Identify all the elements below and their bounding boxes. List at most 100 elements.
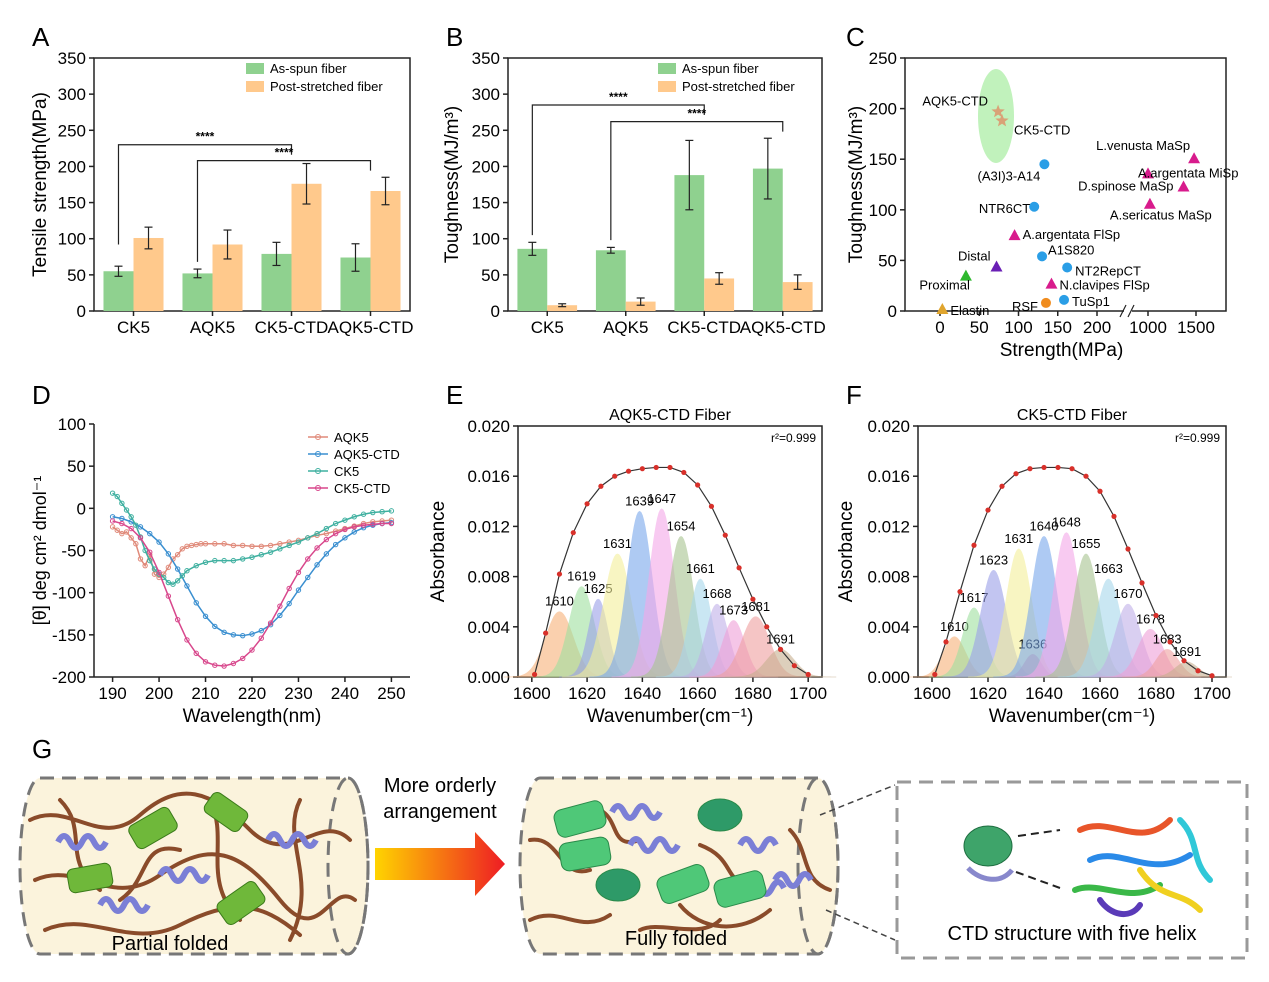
chart-f-fit-point [1195,668,1201,674]
chart-c-ytick-label: 0 [888,302,897,321]
chart-b-xtick-label: AQK5 [603,318,648,337]
chart-d-series-point [128,525,134,532]
chart-e-xtick-label: 1660 [679,684,717,703]
plot-frame [93,57,411,312]
chart-e-fit-point [791,663,797,669]
chart-f-fit-point [1097,488,1103,494]
chart-d-xtick-label: 200 [145,684,173,703]
chart-e-fit-point [543,630,549,636]
panel-label-a: A [32,22,50,52]
chart-b-ytick-label: 300 [472,85,500,104]
cylinder-partial: Partial folded [18,776,370,956]
chart-c-point-label: Elastin [950,303,989,318]
chart-e-peak-label: 1661 [686,561,715,576]
chart-d-series-point [202,559,209,566]
chart-d-series-point [258,543,264,549]
chart-d-series-point [323,530,330,537]
chart-d-series-point [142,547,148,554]
chart-d-xtick-label: 240 [331,684,359,703]
chart-d-series-line [112,516,392,637]
chart-f-xtick-label: 1680 [1137,684,1175,703]
chart-d-series-point [351,529,357,535]
diagram-g: Partial folded More orderly arrangement [18,775,1249,960]
chart-d-series-point [332,541,339,548]
chart-c-xlabel: Strength(MPa) [1000,340,1124,361]
chart-d-series-point [240,632,246,639]
chart-a-ytick-label: 250 [58,121,86,140]
chart-d-xtick-label: 230 [284,684,312,703]
chart-c-point [1039,159,1050,170]
chart-d-series-point [212,662,218,668]
chart-f-fit-point [1083,473,1089,479]
chart-d-series-point [240,655,246,662]
chart-d-series-point [119,520,125,527]
chart-a-sig-label: **** [196,130,215,144]
chart-d-series-point [193,650,199,657]
chart-b-ytick-label: 150 [472,194,500,213]
chart-d-series-point [314,545,320,551]
chart-a-ytick-label: 50 [67,266,86,285]
chart-e-xtick-label: 1680 [734,684,772,703]
chart-b-bar [517,248,548,311]
chart-d-ytick-label: -200 [52,668,86,687]
chart-d-series-point [277,546,283,552]
chart-c-xtick-label: 150 [1044,318,1072,337]
chart-c-point [1008,229,1021,241]
chart-d-series-point [119,530,125,537]
chart-b-sig-label: **** [609,90,628,104]
chart-c-xtick-label: 1500 [1177,318,1215,337]
chart-c-ytick-label: 200 [869,100,897,119]
chart-f-fit-point [1139,580,1145,586]
chart-e-fit-point [639,466,645,472]
chart-f-xtick-label: 1700 [1193,684,1231,703]
chart-c-point [1059,294,1070,305]
chart-d-series-point [277,612,283,619]
chart-d-series-point [165,593,172,599]
chart-d-series-point [119,515,125,522]
chart-e-ytick-label: 0.016 [467,467,510,486]
chart-b: 0 50 100 150 200 250 300 350 Toughness(MJ/m³) CK5… [442,49,826,337]
chart-d-series-point [221,663,227,669]
arrow-label-line1: More orderly [384,775,496,797]
chart-c-axis-break-mark [1119,304,1127,318]
chart-a-ytick-label: 300 [58,85,86,104]
chart-d-series-point [267,549,274,555]
chart-d-series-point [137,524,144,530]
chart-d-series-point [184,583,190,589]
chart-f-peak-label: 1648 [1052,515,1081,530]
chart-d-series-point [123,507,130,513]
chart-e-fit-point [531,671,538,678]
chart-d-ylabel: [θ] deg cm² dmol⁻¹ [30,476,50,626]
chart-d-series-point [258,627,264,634]
chart-a-legend-label: As-spun fiber [270,61,347,76]
chart-d-series-point [109,518,116,524]
chart-d-series-point [249,543,255,549]
chart-d-series-point [212,623,218,630]
chart-a-legend-label: Post-stretched fiber [270,79,383,94]
chart-d-series-point [258,635,264,641]
chart-d-series-point [174,578,181,584]
chart-f-fit-point [943,639,949,645]
chart-d-series-point [277,603,283,609]
chart-b-legend-label: Post-stretched fiber [682,79,795,94]
chart-d-series-point [314,562,320,568]
chart-d-series-point [147,557,153,564]
chart-a-bar [103,271,134,311]
chart-d-series-point [370,521,376,528]
chart-e-xtick-label: 1640 [623,684,661,703]
chart-d-series-point [351,524,357,530]
chart-d-series-point [109,524,116,530]
chart-d-series-point [170,581,176,587]
chart-e: 0.000 0.004 0.008 0.012 0.016 0.020 1600 1620 16… [428,407,837,727]
chart-d-series-point [360,522,367,528]
chart-d-series-point [142,562,148,569]
chart-b-xtick-label: CK5-CTD [667,318,741,337]
chart-d-series-point [249,631,255,637]
chart-e-peak-label: 1610 [545,594,574,609]
chart-c-point-label: Distal [958,248,991,263]
chart-d-series-point [305,535,311,541]
chart-d-series-point [202,541,209,547]
chart-c: 0 50 100 150 200 250 Toughness(MJ/m³) 0 50 100 150… [846,49,1238,361]
chart-d-series-point [240,556,246,562]
chart-a-sig-bracket [196,160,372,262]
